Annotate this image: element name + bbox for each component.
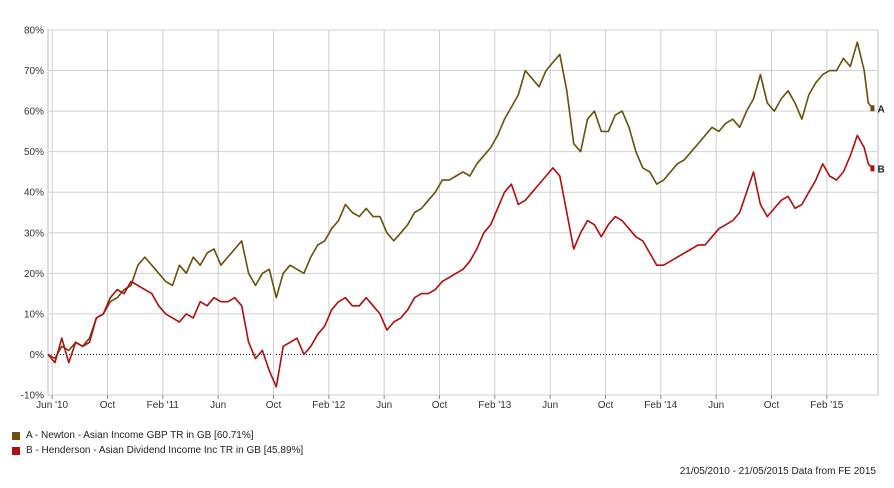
x-tick-label: Feb '12 bbox=[312, 400, 345, 411]
x-tick-label: Feb '11 bbox=[147, 400, 180, 411]
x-tick-label: Oct bbox=[598, 400, 614, 411]
legend: A - Newton - Asian Income GBP TR in GB [… bbox=[12, 428, 303, 458]
y-axis: -10% 0% 10% 20% 30% 40% 50% 60% 70% 80% bbox=[21, 26, 44, 402]
y-tick-label: 70% bbox=[24, 66, 44, 77]
y-tick-label: 80% bbox=[24, 26, 44, 37]
y-tick-label: 20% bbox=[24, 269, 44, 280]
y-tick-label: 0% bbox=[30, 350, 45, 361]
x-tick-label: Oct bbox=[100, 400, 116, 411]
x-tick-label: Oct bbox=[266, 400, 282, 411]
plot-frame bbox=[47, 29, 879, 396]
x-tick-label: Feb '14 bbox=[644, 400, 677, 411]
y-tick-label: 50% bbox=[24, 147, 44, 158]
legend-swatch-a bbox=[12, 431, 20, 440]
legend-label-a: A - Newton - Asian Income GBP TR in GB [… bbox=[26, 430, 254, 441]
y-tick-label: 40% bbox=[24, 188, 44, 199]
series-end-marker-b bbox=[870, 165, 875, 172]
legend-swatch-b bbox=[12, 446, 20, 455]
series-lines bbox=[47, 41, 874, 388]
grid bbox=[47, 29, 879, 396]
x-axis: Jun '10 Oct Feb '11 Jun Oct Feb '12 Jun Oct Feb … bbox=[36, 395, 844, 411]
series-line-a bbox=[47, 41, 874, 360]
y-tick-label: 60% bbox=[24, 107, 44, 118]
date-range-source: 21/05/2010 - 21/05/2015 Data from FE 201… bbox=[679, 466, 876, 477]
series-end-label-b: B bbox=[877, 164, 884, 175]
legend-label-b: B - Henderson - Asian Dividend Income In… bbox=[26, 445, 304, 456]
series-end-label-a: A bbox=[877, 104, 884, 115]
x-tick-label: Jun bbox=[376, 400, 392, 411]
x-tick-label: Oct bbox=[432, 400, 448, 411]
x-tick-label: Jun '10 bbox=[36, 400, 68, 411]
y-tick-label: 10% bbox=[24, 309, 44, 320]
x-tick-label: Jun bbox=[708, 400, 724, 411]
x-tick-label: Feb '13 bbox=[478, 400, 511, 411]
x-tick-label: Jun bbox=[210, 400, 226, 411]
series-line-b bbox=[47, 134, 874, 388]
series-end-marker-a bbox=[870, 105, 875, 112]
series-end-labels: AB bbox=[870, 104, 885, 175]
x-tick-label: Jun bbox=[542, 400, 558, 411]
x-tick-label: Feb '15 bbox=[810, 400, 843, 411]
y-tick-label: -10% bbox=[21, 391, 44, 402]
legend-item-b: B - Henderson - Asian Dividend Income In… bbox=[12, 443, 303, 458]
y-tick-label: 30% bbox=[24, 228, 44, 239]
x-tick-label: Oct bbox=[764, 400, 780, 411]
legend-item-a: A - Newton - Asian Income GBP TR in GB [… bbox=[12, 428, 303, 443]
